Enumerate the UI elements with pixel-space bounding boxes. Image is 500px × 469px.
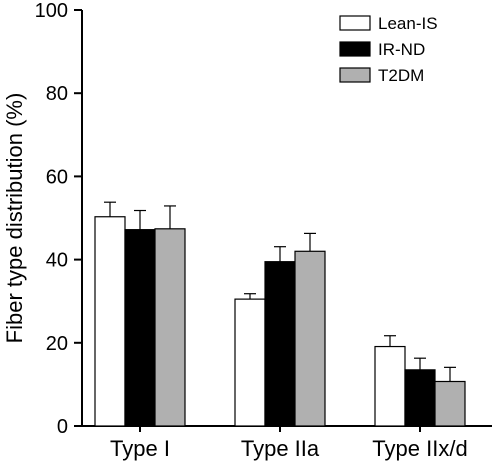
- legend-label: IR-ND: [378, 40, 425, 59]
- bar-ir-nd: [404, 369, 436, 427]
- legend-swatch: [339, 15, 371, 31]
- y-tick-label: 0: [57, 416, 68, 438]
- y-tick-label: 60: [46, 166, 68, 188]
- legend-swatch: [339, 67, 371, 83]
- y-tick-label: 40: [46, 250, 68, 272]
- plot-area: 0 20 40 60 80 100 Type I Type IIa Type IIx/d: [35, 0, 492, 461]
- bar-ir-nd: [124, 229, 156, 427]
- x-tick-label: Type I: [110, 436, 170, 461]
- y-axis-label: Fiber type distribution (%): [2, 93, 27, 344]
- bar-ir-nd: [264, 261, 296, 427]
- bar-lean-is: [94, 216, 126, 427]
- y-tick-label: 80: [46, 83, 68, 105]
- legend: Lean-IS IR-ND T2DM: [339, 14, 438, 85]
- bar-lean-is: [374, 345, 406, 427]
- bar-lean-is: [234, 298, 266, 427]
- x-tick-label: Type IIx/d: [372, 436, 467, 461]
- bar-t2dm: [154, 228, 186, 427]
- bar-t2dm: [434, 380, 466, 427]
- y-tick-label: 20: [46, 333, 68, 355]
- legend-label: Lean-IS: [378, 14, 438, 33]
- legend-label: T2DM: [378, 66, 424, 85]
- bar-t2dm: [294, 250, 326, 427]
- legend-swatch: [339, 41, 371, 57]
- x-tick-label: Type IIa: [241, 436, 320, 461]
- y-tick-label: 100: [35, 0, 68, 22]
